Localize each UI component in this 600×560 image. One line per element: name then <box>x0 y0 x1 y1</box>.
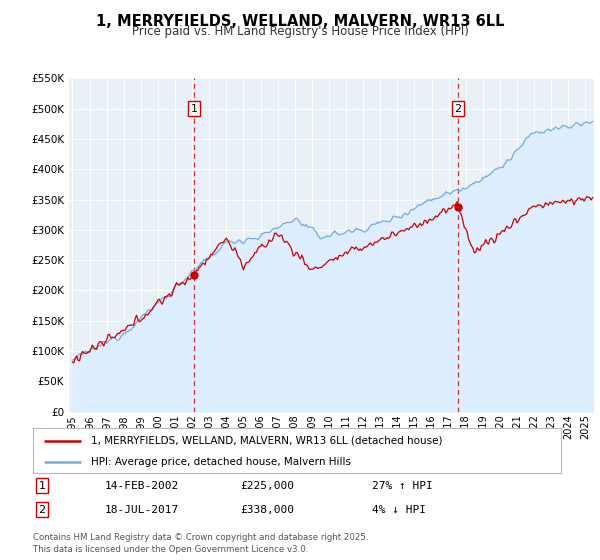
Text: 27% ↑ HPI: 27% ↑ HPI <box>372 480 433 491</box>
Text: Price paid vs. HM Land Registry's House Price Index (HPI): Price paid vs. HM Land Registry's House … <box>131 25 469 38</box>
Text: £225,000: £225,000 <box>240 480 294 491</box>
Text: 2: 2 <box>454 104 461 114</box>
Text: HPI: Average price, detached house, Malvern Hills: HPI: Average price, detached house, Malv… <box>91 457 351 467</box>
Text: 1, MERRYFIELDS, WELLAND, MALVERN, WR13 6LL: 1, MERRYFIELDS, WELLAND, MALVERN, WR13 6… <box>96 14 504 29</box>
Text: 4% ↓ HPI: 4% ↓ HPI <box>372 505 426 515</box>
Text: 14-FEB-2002: 14-FEB-2002 <box>105 480 179 491</box>
Text: Contains HM Land Registry data © Crown copyright and database right 2025.
This d: Contains HM Land Registry data © Crown c… <box>33 533 368 554</box>
Text: 1: 1 <box>38 480 46 491</box>
Text: 18-JUL-2017: 18-JUL-2017 <box>105 505 179 515</box>
Text: 2: 2 <box>38 505 46 515</box>
Text: 1, MERRYFIELDS, WELLAND, MALVERN, WR13 6LL (detached house): 1, MERRYFIELDS, WELLAND, MALVERN, WR13 6… <box>91 436 443 446</box>
Text: 1: 1 <box>191 104 197 114</box>
Text: £338,000: £338,000 <box>240 505 294 515</box>
